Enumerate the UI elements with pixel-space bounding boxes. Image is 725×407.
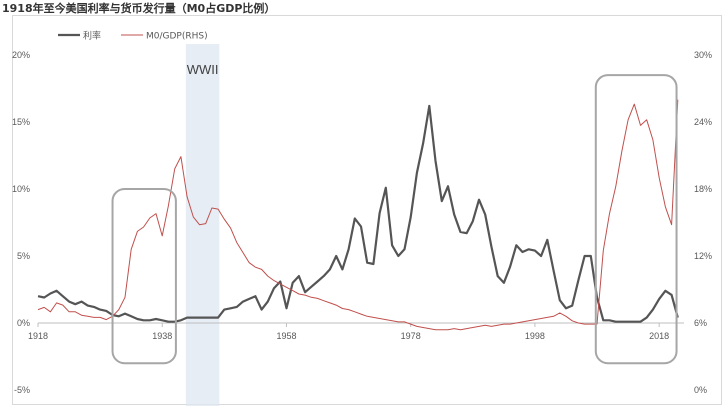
x-tick-label: 1978 [401, 331, 421, 341]
y-right-tick-label: 24% [694, 117, 712, 127]
wwii-label: WWII [187, 62, 219, 77]
y-right-tick-label: 0% [694, 385, 707, 395]
x-tick-label: 2018 [649, 331, 669, 341]
x-tick-label: 1958 [276, 331, 296, 341]
y-right-tick-label: 6% [694, 318, 707, 328]
y-right-tick-label: 12% [694, 251, 712, 261]
highlight-box-2008 [594, 74, 678, 365]
x-tick-label: 1918 [28, 331, 48, 341]
legend-entry-m0-gdp-label: M0/GDP(RHS) [146, 32, 208, 42]
y-left-tick-label: 0% [17, 318, 30, 328]
chart-title: 1918年至今美国利率与货币发行量（M0占GDP比例） [2, 2, 276, 15]
y-left-tick-label: 15% [12, 117, 30, 127]
y-right-tick-label: 18% [694, 184, 712, 194]
y-left-tick-label: -5% [14, 385, 30, 395]
y-left-tick-label: 5% [17, 251, 30, 261]
highlight-box-1930s [111, 188, 177, 365]
x-tick-label: 1938 [152, 331, 172, 341]
wwii-band [185, 44, 220, 406]
x-tick-label: 1998 [525, 331, 545, 341]
rate-line [37, 104, 679, 323]
m0-gdp-line [37, 99, 679, 331]
chart-frame [12, 15, 722, 405]
y-left-tick-label: 10% [12, 184, 30, 194]
legend-entry-rate-label: 利率 [83, 30, 101, 42]
y-right-tick-label: 30% [694, 50, 712, 60]
y-left-tick-label: 20% [12, 50, 30, 60]
